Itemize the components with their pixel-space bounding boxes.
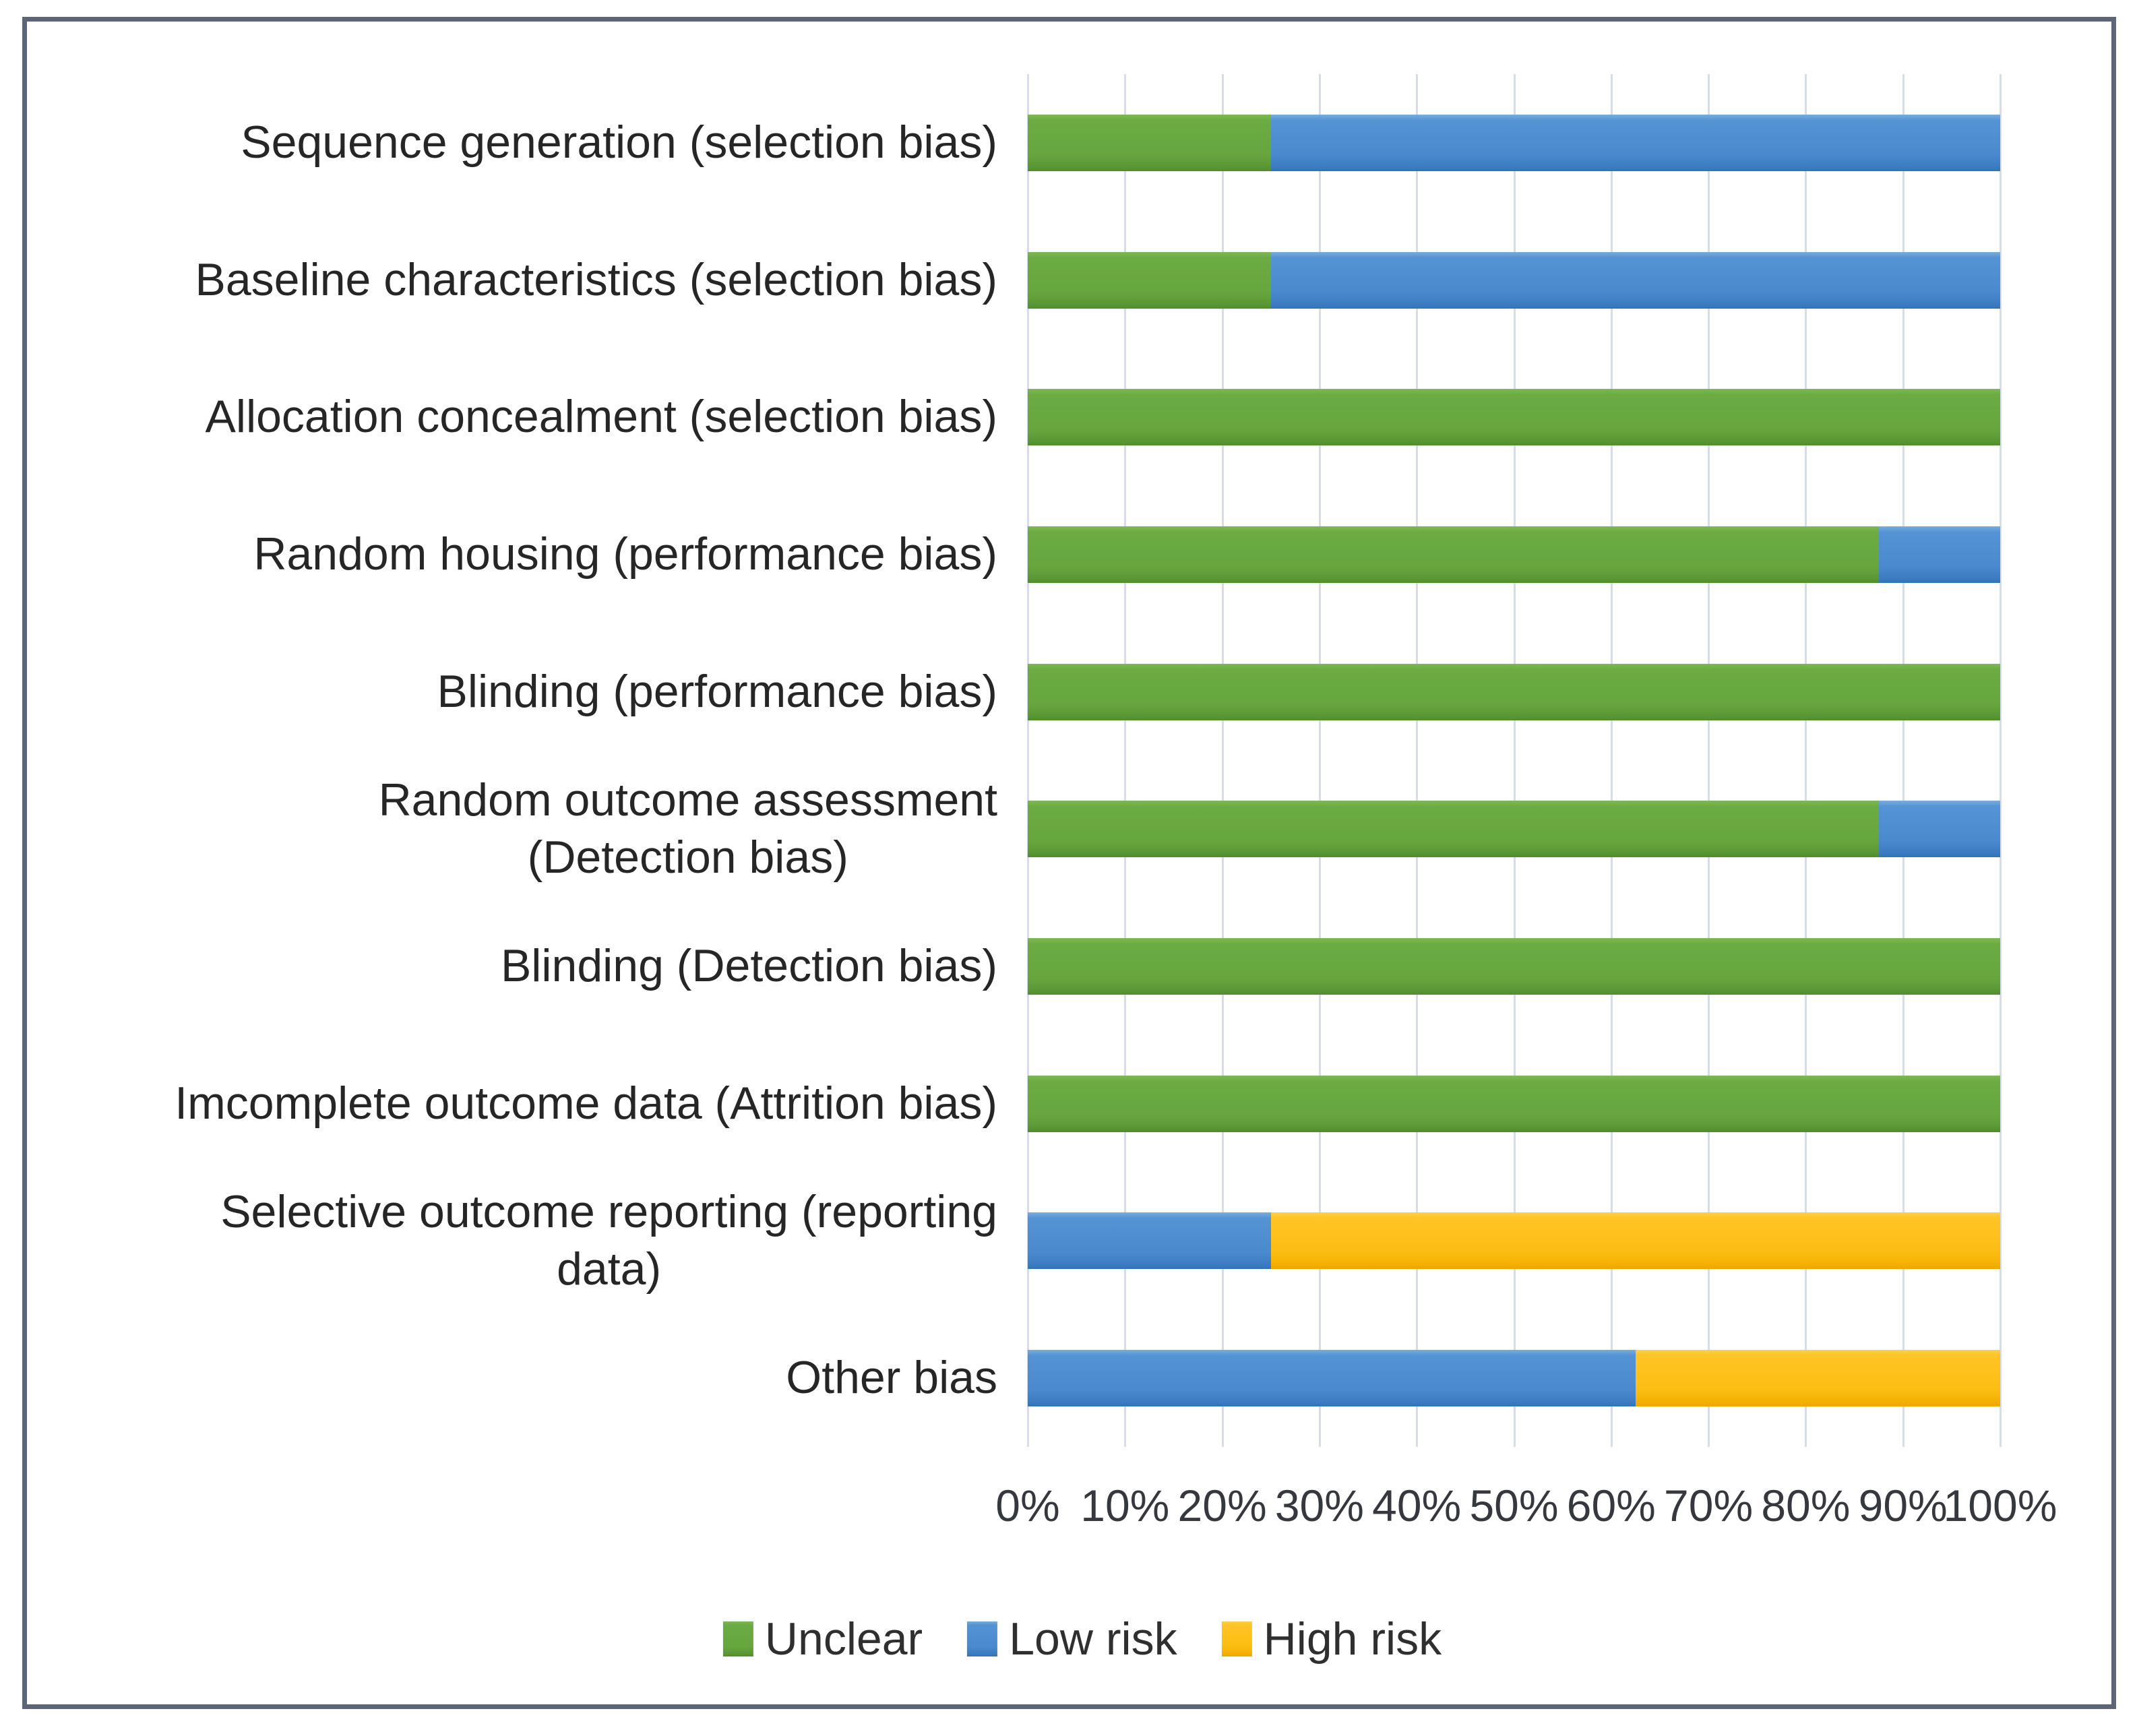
bar-row: [1028, 348, 2000, 486]
bar-segment-unclear: [1028, 526, 1879, 583]
category-label: Selective outcome reporting (reporting d…: [220, 1185, 997, 1295]
category-label-row: Selective outcome reporting (reporting d…: [47, 1173, 997, 1310]
legend-label: Unclear: [764, 1613, 923, 1665]
bar-segment-low-risk: [1878, 526, 2000, 583]
legend-item-unclear: Unclear: [722, 1613, 923, 1665]
category-label: Allocation concealment (selection bias): [205, 391, 998, 443]
bar-segment-low-risk: [1270, 251, 2000, 309]
gridline: [1902, 74, 1904, 1447]
stacked-bar: [1028, 663, 2000, 720]
bar-row: [1028, 1035, 2000, 1173]
legend-item-low-risk: Low risk: [967, 1616, 1177, 1662]
legend-label: Low risk: [1009, 1613, 1177, 1665]
gridline: [1708, 74, 1710, 1447]
gridline: [2000, 74, 2002, 1447]
bar-segment-unclear: [1028, 663, 2000, 720]
stacked-bar: [1028, 389, 2000, 446]
legend: Unclear Low risk High risk: [722, 1607, 1442, 1671]
category-label-row: Sequence generation (selection bias): [47, 74, 997, 212]
category-label: Blinding (Detection bias): [500, 940, 997, 992]
category-label-row: Imcomplete outcome data (Attrition bias): [47, 1035, 997, 1173]
gridline: [1221, 74, 1224, 1447]
legend-swatch-high-risk: [1221, 1621, 1252, 1656]
legend-swatch-unclear: [722, 1621, 753, 1656]
stacked-bar: [1028, 938, 2000, 995]
x-axis-tick-label: 40%: [1372, 1481, 1462, 1530]
plot-area: [1027, 74, 2002, 1447]
gridline: [1318, 74, 1321, 1447]
x-axis-tick-label: 30%: [1274, 1481, 1364, 1530]
x-axis-tick-label: 50%: [1469, 1481, 1559, 1530]
stacked-bar: [1028, 1350, 2000, 1407]
bar-row: [1028, 486, 2000, 623]
gridline: [1610, 74, 1613, 1447]
stacked-bar: [1028, 1212, 2000, 1270]
stacked-bar: [1028, 801, 2000, 858]
bar-segment-unclear: [1028, 114, 1271, 171]
x-axis-tick-label: 90%: [1858, 1481, 1948, 1530]
category-label: Random outcome assessment (Detection bia…: [378, 774, 997, 884]
x-axis: 0% 10% 20% 30% 40% 50% 60% 70% 80% 90% 100%: [995, 1447, 2057, 1534]
bar-row: [1028, 898, 2000, 1035]
gridline: [1513, 74, 1516, 1447]
category-label-row: Baseline characteristics (selection bias…: [47, 212, 998, 349]
category-label: Baseline characteristics (selection bias…: [195, 253, 998, 305]
bar-row: [1028, 1173, 2000, 1310]
x-axis-tick-label: 80%: [1761, 1481, 1851, 1530]
stacked-bar: [1028, 114, 2000, 171]
gridline: [1416, 74, 1419, 1447]
gridlines: [1027, 74, 2002, 1447]
bar-row: [1028, 761, 2000, 898]
bar-segment-unclear: [1028, 801, 1879, 858]
bar-segment-low-risk: [1028, 1350, 1636, 1407]
bar-segment-unclear: [1028, 251, 1271, 309]
x-axis-tick-label: 0%: [995, 1481, 1060, 1530]
x-axis-tick-label: 100%: [1943, 1481, 2057, 1530]
category-label: Other bias: [786, 1352, 997, 1404]
stacked-bar: [1028, 1075, 2000, 1132]
bar-segment-unclear: [1028, 938, 2000, 995]
legend-label: High risk: [1263, 1613, 1442, 1665]
gridline: [1027, 74, 1029, 1447]
category-label-row: Random housing (performance bias): [47, 486, 997, 623]
category-labels: Sequence generation (selection bias) Base…: [47, 74, 997, 1447]
bar-row: [1028, 212, 2000, 349]
x-axis-tick-label: 20%: [1177, 1481, 1267, 1530]
gridline: [1805, 74, 1807, 1447]
bar-segment-high-risk: [1635, 1350, 2000, 1407]
category-label-row: Allocation concealment (selection bias): [47, 348, 998, 486]
x-axis-tick-label: 60%: [1566, 1481, 1656, 1530]
bar-segment-low-risk: [1878, 801, 2000, 858]
bar-row: [1028, 623, 2000, 761]
category-label-row: Other bias: [47, 1309, 997, 1447]
stacked-bar: [1028, 251, 2000, 309]
category-label: Random housing (performance bias): [253, 528, 997, 580]
category-label: Blinding (performance bias): [437, 665, 997, 717]
category-label-row: Blinding (Detection bias): [47, 898, 997, 1035]
category-label-row: Random outcome assessment (Detection bia…: [47, 761, 997, 898]
category-label-row: Blinding (performance bias): [47, 623, 997, 761]
legend-swatch-low-risk: [967, 1621, 998, 1656]
bar-segment-high-risk: [1270, 1212, 2000, 1270]
x-axis-tick-label: 70%: [1664, 1481, 1754, 1530]
bar-row: [1028, 74, 2000, 212]
chart-frame: Sequence generation (selection bias) Base…: [22, 17, 2116, 1709]
bar-row: [1028, 1309, 2000, 1447]
bar-segment-low-risk: [1270, 114, 2000, 171]
category-label: Imcomplete outcome data (Attrition bias): [175, 1077, 997, 1129]
bar-segment-unclear: [1028, 1075, 2000, 1132]
x-axis-tick-label: 10%: [1080, 1481, 1170, 1530]
stacked-bar: [1028, 526, 2000, 583]
bar-rows: [1028, 74, 2000, 1447]
category-label: Sequence generation (selection bias): [241, 117, 997, 168]
gridline: [1124, 74, 1127, 1447]
bar-segment-unclear: [1028, 389, 2000, 446]
bar-segment-low-risk: [1028, 1212, 1271, 1270]
legend-item-high-risk: High risk: [1221, 1613, 1442, 1665]
